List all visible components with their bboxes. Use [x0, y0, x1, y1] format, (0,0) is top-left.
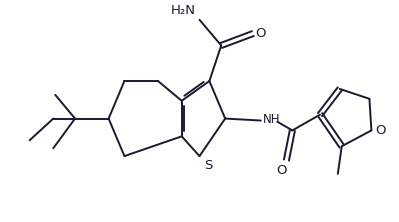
Text: S: S — [204, 159, 213, 172]
Text: NH: NH — [263, 113, 280, 126]
Text: O: O — [375, 124, 386, 137]
Text: H₂N: H₂N — [170, 4, 196, 17]
Text: O: O — [256, 27, 266, 40]
Text: O: O — [277, 164, 287, 177]
